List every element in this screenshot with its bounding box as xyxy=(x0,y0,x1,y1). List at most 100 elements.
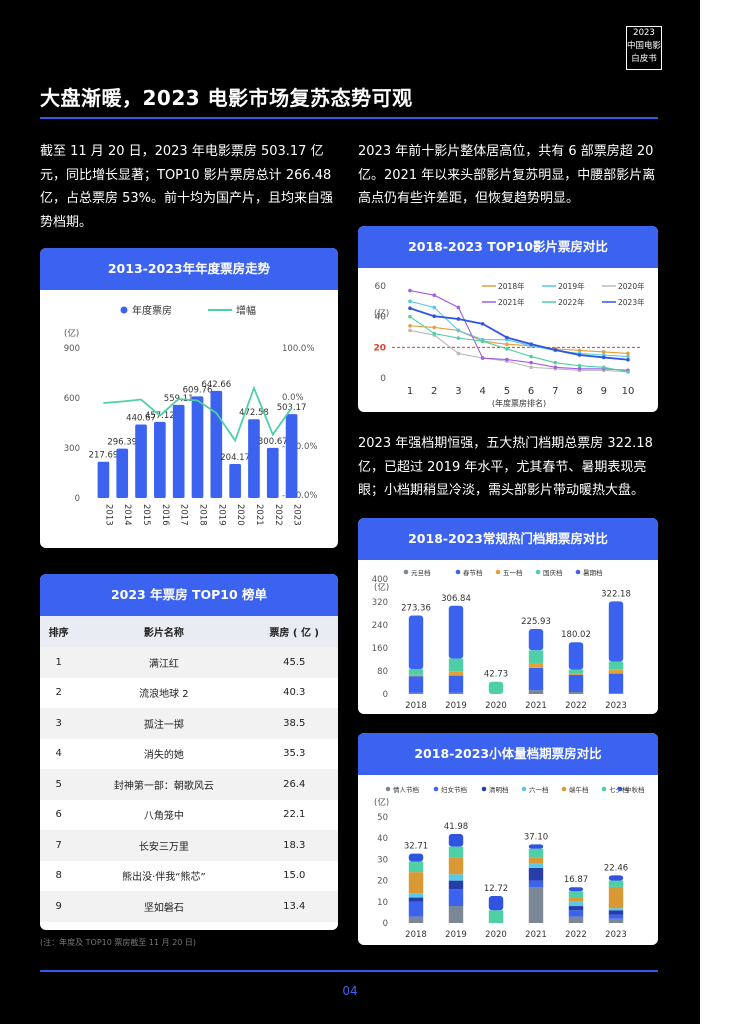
x-tick-label: 9 xyxy=(601,386,607,397)
legend-label: 六一档 xyxy=(529,785,549,794)
bar-segment xyxy=(568,669,584,674)
bar-segment xyxy=(608,908,624,911)
data-point xyxy=(432,331,437,336)
footnote: (注：年度及 TOP10 票房截至 11 月 20 日) xyxy=(40,938,197,947)
bar-segment xyxy=(568,916,584,923)
page-title: 大盘渐暖，2023 电影市场复苏态势可观 xyxy=(40,86,413,110)
legend-marker xyxy=(455,569,461,575)
legend-label: 暑期档 xyxy=(583,568,603,577)
data-point xyxy=(577,348,582,353)
y-tick-label: 400 xyxy=(372,575,388,585)
bar-segment xyxy=(568,673,584,675)
bar-segment xyxy=(488,681,504,694)
bar-segment xyxy=(568,897,584,902)
major-season-chart: 元旦档 春节档 五一档 国庆档 暑期档 (亿) 0 80 160 240 320 400 273.36 2… xyxy=(372,568,631,711)
x-tick-label: 2020 xyxy=(485,930,507,940)
x-tick-label: 2023 xyxy=(605,930,627,940)
bar-segment xyxy=(608,669,624,674)
bar-segment xyxy=(608,880,624,887)
bar-segment xyxy=(608,673,624,694)
table-row: 9 坚如磐石 13.4 xyxy=(40,891,338,922)
y-tick-label: 300 xyxy=(64,444,80,454)
bar-segment xyxy=(528,667,544,691)
data-point xyxy=(577,367,582,371)
bar-segment xyxy=(528,880,544,887)
cell-title: 坚如磐石 xyxy=(77,891,251,922)
legend-marker xyxy=(561,786,567,792)
bar xyxy=(154,421,166,498)
bar-segment xyxy=(528,886,544,923)
table-row: 6 八角笼中 22.1 xyxy=(40,800,338,831)
data-label: 12.72 xyxy=(484,884,508,894)
y-tick-label: 60 xyxy=(375,282,387,292)
y-tick-label: 0 xyxy=(383,690,388,700)
x-axis-label: (年度票房排名) xyxy=(492,398,546,408)
data-label: 180.02 xyxy=(561,630,591,640)
series-line xyxy=(409,307,629,361)
bar-segment xyxy=(408,897,424,902)
legend-label: 春节档 xyxy=(463,568,483,577)
cell-rank: 10 xyxy=(40,922,77,931)
cell-rank: 2 xyxy=(55,687,62,699)
legend-marker xyxy=(521,786,527,792)
legend-label: 端午档 xyxy=(569,785,589,794)
cell-box-office: 22.1 xyxy=(283,809,306,821)
top10-table: 排序 影片名称 票房 ( 亿 ) 1 满江红 45.5 2 流浪地球 2 40.3 3 孤注一… xyxy=(40,616,338,930)
legend-label: 五一档 xyxy=(503,568,523,577)
chart-title: 2018-2023 TOP10影片票房对比 xyxy=(358,226,658,268)
bar xyxy=(116,448,129,498)
data-point xyxy=(432,325,437,330)
series-line xyxy=(409,300,629,358)
bar-segment xyxy=(528,662,544,668)
bar-segment xyxy=(448,846,464,858)
bar-segment xyxy=(488,910,504,923)
legend-label: 2020年 xyxy=(618,281,645,291)
legend-marker xyxy=(575,569,581,575)
bar-segment xyxy=(488,896,504,911)
x-tick-label: 1 xyxy=(407,386,413,397)
bar-segment xyxy=(568,891,584,898)
data-point xyxy=(408,324,412,328)
axis-unit: (亿) xyxy=(64,328,79,339)
cell-rank: 9 xyxy=(40,891,78,922)
x-tick-label: 2013 xyxy=(103,504,113,526)
bar-segment xyxy=(408,669,424,675)
table-row: 2 流浪地球 2 40.3 xyxy=(40,678,338,709)
legend-label: 2022年 xyxy=(558,297,585,307)
data-point xyxy=(505,335,509,340)
series-line xyxy=(409,290,629,371)
bar-segment xyxy=(608,918,624,923)
cell-rank: 1 xyxy=(40,647,78,678)
data-label: 225.93 xyxy=(521,617,551,627)
bar xyxy=(97,461,110,498)
top10-compare-chart: (亿) 0 20 40 60 1 2 3 4 5 6 7 8 9 10 (年度票房排名) 2018年 2019年 2… xyxy=(373,281,645,408)
data-point xyxy=(505,342,509,347)
data-label: 204.17 xyxy=(220,453,250,463)
cell-box-office: 15.0 xyxy=(283,870,306,882)
data-point xyxy=(529,360,533,365)
x-tick-label: 2022 xyxy=(565,701,587,711)
x-tick-label: 2018 xyxy=(405,930,427,940)
x-tick-label: 2017 xyxy=(179,504,189,526)
bar-segment xyxy=(408,676,424,693)
data-point xyxy=(505,357,509,362)
cell-rank: 4 xyxy=(55,748,62,760)
data-point xyxy=(408,288,412,293)
data-label: 296.39 xyxy=(107,438,137,448)
y2-tick-label: -100.0% xyxy=(282,442,317,452)
legend-marker xyxy=(403,569,409,575)
y2-tick-label: 0.0% xyxy=(282,393,304,403)
data-label: 16.87 xyxy=(564,875,588,885)
bar-segment xyxy=(528,690,544,694)
legend-label: 2018年 xyxy=(498,281,525,291)
cell-title: 人生路不熟 xyxy=(77,922,250,931)
bar-segment xyxy=(568,906,584,911)
bar-segment xyxy=(528,629,544,651)
cell-rank: 6 xyxy=(55,809,62,821)
data-point xyxy=(456,328,461,333)
cell-box-office: 40.3 xyxy=(283,687,306,699)
x-tick-label: 2023 xyxy=(605,701,627,711)
legend-marker xyxy=(433,786,439,792)
table-row: 5 封神第一部：朝歌风云 26.4 xyxy=(40,769,338,800)
data-label: 273.36 xyxy=(401,603,431,613)
